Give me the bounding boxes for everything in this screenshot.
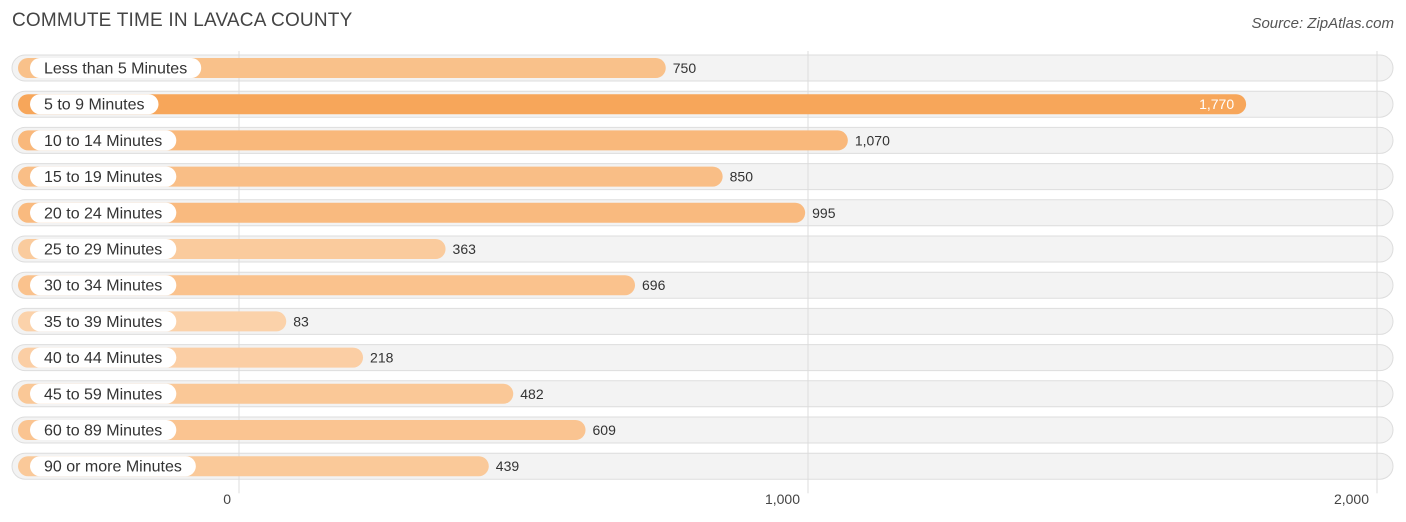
bar xyxy=(18,94,1247,115)
category-label: 10 to 14 Minutes xyxy=(44,133,162,150)
value-label: 995 xyxy=(812,205,836,221)
category-pill xyxy=(30,347,177,368)
category-label: 35 to 39 Minutes xyxy=(44,314,162,331)
category-pill xyxy=(30,456,196,477)
category-pill xyxy=(30,239,177,259)
bar xyxy=(18,130,848,151)
value-label: 363 xyxy=(453,241,477,257)
source-credit: Source: ZipAtlas.com xyxy=(1251,15,1394,32)
category-pill xyxy=(30,420,177,440)
value-label: 1,770 xyxy=(1199,96,1234,112)
category-pill xyxy=(30,94,159,115)
category-label: 30 to 34 Minutes xyxy=(44,278,162,295)
category-label: 25 to 29 Minutes xyxy=(44,242,162,259)
category-pill xyxy=(30,311,177,332)
category-label: 15 to 19 Minutes xyxy=(44,169,162,186)
value-label: 850 xyxy=(730,169,754,185)
value-label: 218 xyxy=(370,350,394,366)
bar xyxy=(18,166,723,187)
x-tick-label: 2,000 xyxy=(1334,491,1369,507)
category-label: 45 to 59 Minutes xyxy=(44,386,162,403)
x-tick-label: 1,000 xyxy=(765,491,800,507)
value-label: 83 xyxy=(293,313,309,329)
category-label: 90 or more Minutes xyxy=(44,459,182,476)
category-pill xyxy=(30,275,177,296)
chart-title: COMMUTE TIME IN LAVACA COUNTY xyxy=(12,10,353,31)
category-label: Less than 5 Minutes xyxy=(44,61,187,78)
row-track xyxy=(11,307,1394,335)
category-label: 5 to 9 Minutes xyxy=(44,97,145,114)
category-pill xyxy=(30,202,177,223)
category-label: 20 to 24 Minutes xyxy=(44,205,162,222)
value-label: 750 xyxy=(673,60,697,76)
category-pill xyxy=(30,130,177,151)
category-label: 40 to 44 Minutes xyxy=(44,350,162,367)
value-label: 609 xyxy=(593,422,617,438)
category-label: 60 to 89 Minutes xyxy=(44,423,162,440)
category-pill xyxy=(30,58,202,78)
x-tick-label: 0 xyxy=(223,491,231,507)
value-label: 439 xyxy=(496,458,520,474)
category-pill xyxy=(30,166,177,187)
category-pill xyxy=(30,383,177,404)
value-label: 482 xyxy=(520,386,544,402)
bar xyxy=(18,202,806,223)
value-label: 1,070 xyxy=(855,132,890,148)
value-label: 696 xyxy=(642,277,666,293)
